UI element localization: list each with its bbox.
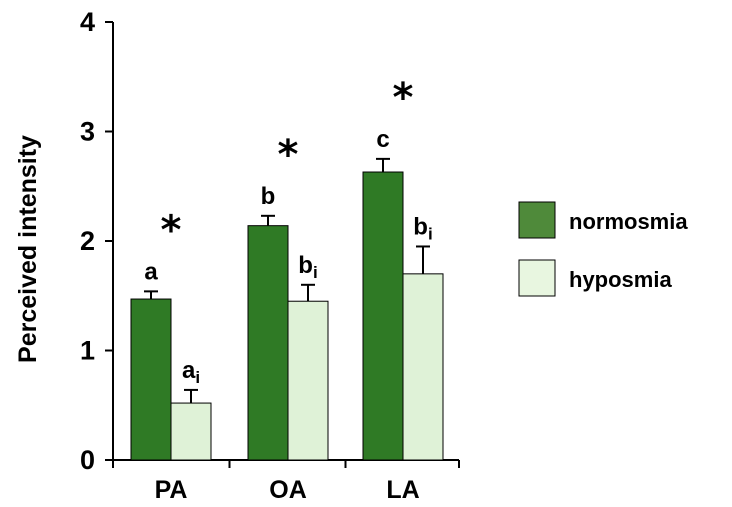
bars bbox=[130, 157, 444, 461]
significance-star: * bbox=[278, 132, 299, 178]
legend-label-hyposmia: hyposmia bbox=[569, 267, 672, 292]
x-tick-label: PA bbox=[155, 476, 188, 504]
y-tick-label: 4 bbox=[80, 7, 95, 37]
bar-normosmia-PA bbox=[130, 298, 172, 461]
y-axis-title: Perceived intensity bbox=[14, 135, 42, 363]
y-tick-label: 1 bbox=[80, 336, 95, 366]
bar-letter-label: ai bbox=[182, 357, 200, 387]
bar-hyposmia-OA bbox=[287, 300, 329, 461]
bar-hyposmia-LA bbox=[402, 273, 444, 461]
y-tick-label: 2 bbox=[80, 226, 95, 256]
x-tick-label: OA bbox=[269, 476, 307, 504]
bar-letter-label: c bbox=[376, 126, 389, 153]
significance-star: * bbox=[161, 207, 182, 253]
y-tick-label: 3 bbox=[80, 117, 95, 147]
significance-star: * bbox=[393, 75, 414, 121]
bar-letter-label: a bbox=[144, 258, 158, 285]
legend-swatch-hyposmia bbox=[518, 259, 556, 297]
legend-swatch-normosmia bbox=[518, 201, 556, 239]
bar-hyposmia-PA bbox=[170, 402, 212, 461]
legend-label-normosmia: normosmia bbox=[569, 209, 688, 234]
x-tick-label: LA bbox=[386, 476, 419, 504]
legend: normosmia hyposmia bbox=[518, 201, 688, 297]
bar-letter-label: bi bbox=[413, 213, 432, 243]
bar-letter-label: bi bbox=[298, 252, 317, 282]
bar-normosmia-LA bbox=[362, 171, 404, 461]
bar-letter-label: b bbox=[261, 183, 276, 210]
bar-normosmia-OA bbox=[247, 225, 289, 461]
annotations: a b c ai bi bi * * * bbox=[144, 75, 432, 387]
y-tick-label: 0 bbox=[80, 445, 95, 475]
